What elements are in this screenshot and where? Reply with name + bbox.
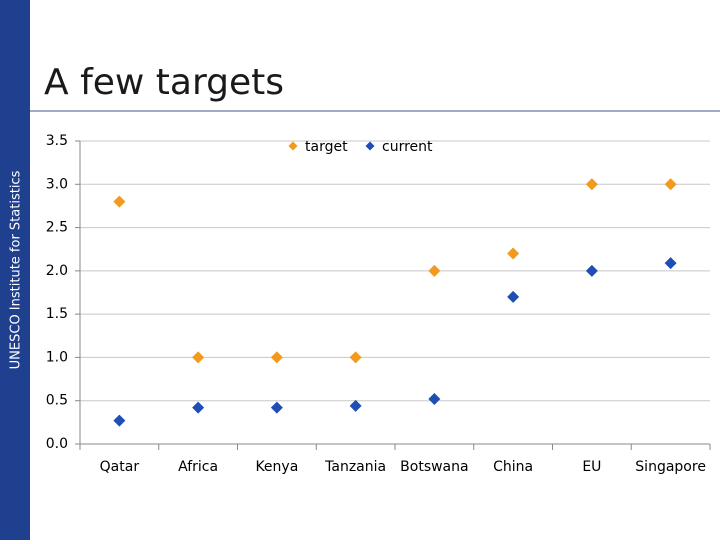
point: [507, 247, 520, 260]
x-tick-label: Tanzania: [324, 459, 386, 475]
point: [428, 392, 441, 405]
point: [664, 178, 677, 191]
x-tick-label: Kenya: [255, 459, 298, 475]
x-tick-label: China: [493, 459, 533, 475]
point: [113, 414, 126, 427]
point: [192, 351, 205, 364]
y-tick-label: 3.5: [46, 133, 68, 149]
point: [270, 401, 283, 414]
point: [664, 257, 677, 270]
point: [349, 399, 362, 412]
point: [428, 264, 441, 277]
slide-title: A few targets: [44, 62, 284, 103]
point: [349, 351, 362, 364]
y-tick-label: 3.0: [46, 176, 68, 192]
legend-marker: [288, 141, 298, 151]
legend-label: current: [382, 139, 433, 155]
legend-marker: [365, 141, 375, 151]
sidebar-label: UNESCO Institute for Statistics: [9, 170, 24, 369]
y-tick-label: 0.0: [46, 436, 68, 452]
y-tick-label: 2.0: [46, 263, 68, 279]
y-tick-label: 1.0: [46, 349, 68, 365]
x-tick-label: Africa: [178, 459, 218, 475]
y-tick-label: 0.5: [46, 393, 68, 409]
y-tick-label: 1.5: [46, 306, 68, 322]
point: [113, 195, 126, 208]
y-tick-label: 2.5: [46, 220, 68, 236]
point: [507, 290, 520, 303]
point: [585, 264, 598, 277]
x-tick-label: Qatar: [100, 459, 140, 475]
x-tick-label: Botswana: [400, 459, 468, 475]
sidebar: [0, 0, 30, 540]
point: [270, 351, 283, 364]
x-tick-label: EU: [582, 459, 601, 475]
point: [585, 178, 598, 191]
legend-label: target: [305, 139, 348, 155]
x-tick-label: Singapore: [635, 459, 706, 475]
point: [192, 401, 205, 414]
